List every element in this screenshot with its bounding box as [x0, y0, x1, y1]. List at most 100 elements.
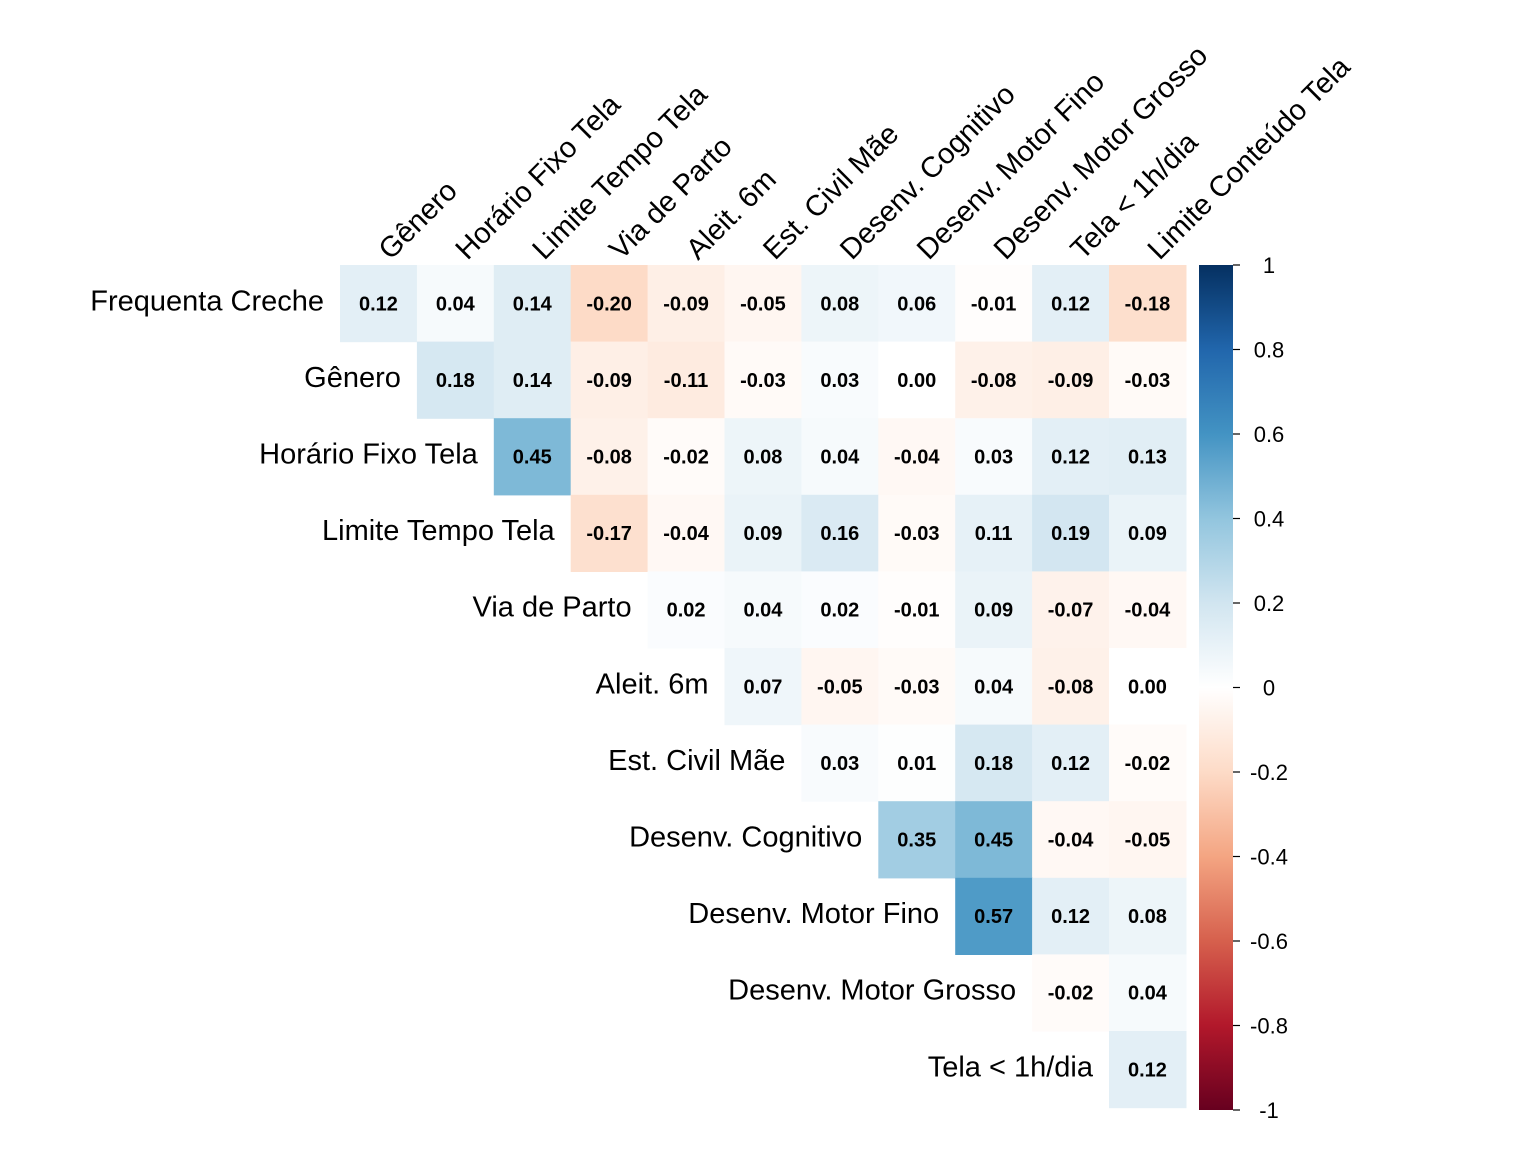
- cell-value-label: -0.08: [971, 370, 1017, 392]
- row-labels: Frequenta Creche Gênero Horário Fixo Tela L…: [90, 285, 1094, 1083]
- heatmap-cell: [878, 418, 956, 496]
- heatmap-cell: [647, 341, 726, 419]
- cell-value-label: -0.02: [663, 447, 709, 469]
- cell-value-label: 0.04: [743, 600, 783, 622]
- heatmap-cell: [801, 418, 879, 496]
- cell-value-label: 0.04: [974, 676, 1014, 698]
- heatmap-cell: [1109, 265, 1187, 343]
- colorbar-tick-label: 0.4: [1254, 507, 1285, 532]
- heatmap-cell: [801, 341, 879, 419]
- heatmap-cell: [1109, 571, 1187, 649]
- cell-value-label: 0.12: [1051, 447, 1090, 469]
- heatmap-cell: [1032, 648, 1110, 726]
- cell-value-label: 0.12: [1128, 1059, 1167, 1081]
- cell-value-label: 0.06: [897, 293, 936, 315]
- cell-value-label: 0.02: [667, 600, 706, 622]
- cell-value-label: 0.11: [975, 523, 1013, 545]
- heatmap-cell: [1109, 648, 1187, 726]
- cell-value-label: -0.05: [740, 293, 786, 315]
- heatmap-cell: [570, 341, 649, 419]
- colorbar-tick-label: -0.2: [1250, 760, 1288, 785]
- heatmap-cell: [493, 341, 572, 419]
- row-label: Desenv. Cognitivo: [629, 822, 862, 854]
- heatmap-cell: [801, 724, 879, 802]
- colorbar-tick-label: -1: [1259, 1098, 1279, 1123]
- cell-value-label: -0.09: [586, 370, 632, 392]
- cell-value-label: -0.05: [817, 676, 863, 698]
- cell-value-label: 0.00: [1128, 676, 1167, 698]
- column-label: Est. Civil Mãe: [757, 118, 905, 266]
- cell-value-label: -0.01: [971, 293, 1017, 315]
- cell-value-label: 0.12: [1051, 906, 1090, 928]
- heatmap-cell: [1032, 801, 1110, 879]
- heatmap-cell: [801, 571, 879, 649]
- heatmap-cell: [647, 571, 726, 649]
- heatmap-cell: [878, 341, 956, 419]
- cell-value-label: -0.20: [586, 293, 632, 315]
- cell-value-label: 0.00: [897, 370, 936, 392]
- cell-value-label: -0.04: [1048, 830, 1094, 852]
- cell-value-label: 0.16: [820, 523, 859, 545]
- heatmap-cell: [647, 418, 726, 496]
- heatmap-cell: [570, 494, 649, 572]
- cell-value-label: -0.07: [1048, 600, 1094, 622]
- cell-value-label: 0.08: [1128, 906, 1167, 928]
- heatmap-cell: [340, 265, 418, 343]
- heatmap-cell: [1032, 724, 1110, 802]
- heatmap-cell: [878, 571, 956, 649]
- heatmap-cell: [724, 418, 802, 496]
- heatmap-cell: [570, 265, 649, 343]
- cell-value-label: 0.45: [513, 447, 552, 469]
- cell-value-label: -0.09: [663, 293, 709, 315]
- heatmap-cell: [1032, 341, 1110, 419]
- cell-value-label: 0.04: [1128, 983, 1168, 1005]
- heatmap-cell: [416, 265, 495, 343]
- cell-value-label: -0.08: [1048, 676, 1094, 698]
- cell-value-label: -0.09: [1048, 370, 1094, 392]
- cell-value-label: 0.14: [513, 370, 553, 392]
- heatmap-cell: [1032, 494, 1110, 572]
- cell-value-label: 0.45: [974, 830, 1013, 852]
- heatmap-cell: [878, 801, 956, 879]
- cell-value-label: -0.03: [894, 523, 940, 545]
- colorbar-tick-label: 0.2: [1254, 591, 1285, 616]
- heatmap-cell: [955, 801, 1033, 879]
- colorbar-tick-label: 0.8: [1254, 338, 1285, 363]
- row-label: Horário Fixo Tela: [259, 439, 479, 471]
- heatmap-cell: [1032, 954, 1110, 1032]
- row-label: Via de Parto: [473, 592, 632, 624]
- cell-value-label: 0.04: [436, 293, 476, 315]
- row-label: Gênero: [304, 362, 401, 394]
- heatmap-cell: [724, 648, 802, 726]
- row-label: Desenv. Motor Fino: [688, 898, 939, 930]
- cell-value-label: -0.02: [1125, 753, 1171, 775]
- cell-value-label: 0.18: [974, 753, 1013, 775]
- heatmap-cell: [724, 341, 802, 419]
- heatmap-cell: [955, 877, 1033, 955]
- heatmap-cell: [724, 571, 802, 649]
- heatmap-cell: [1109, 1031, 1187, 1109]
- heatmap-cell: [1032, 877, 1110, 955]
- cell-value-label: 0.01: [897, 753, 936, 775]
- colorbar-tick-label: -0.4: [1250, 845, 1288, 870]
- heatmap-cell: [955, 648, 1033, 726]
- heatmap-cell: [955, 265, 1033, 343]
- heatmap-cell: [955, 494, 1033, 572]
- heatmap-cell: [1032, 418, 1110, 496]
- cell-value-label: -0.18: [1125, 293, 1171, 315]
- cell-value-label: 0.08: [743, 447, 782, 469]
- colorbar-tick-label: 0.6: [1254, 422, 1285, 447]
- cell-value-label: 0.03: [820, 753, 859, 775]
- heatmap-cell: [878, 494, 956, 572]
- colorbar-tick-label: 1: [1263, 253, 1275, 278]
- heatmap-cell: [878, 265, 956, 343]
- cell-value-label: 0.03: [974, 447, 1013, 469]
- cell-value-label: -0.11: [664, 370, 708, 392]
- cell-value-label: 0.57: [974, 906, 1013, 928]
- row-label: Est. Civil Mãe: [608, 745, 785, 777]
- heatmap-cell: [1032, 265, 1110, 343]
- colorbar-legend: 1 0.8 0.6 0.4 0.2 0 -0.2 -0.4 -0.6 -0.8 -1: [1199, 253, 1288, 1123]
- heatmap-cell: [801, 648, 879, 726]
- colorbar-tick-label: -0.8: [1250, 1014, 1288, 1039]
